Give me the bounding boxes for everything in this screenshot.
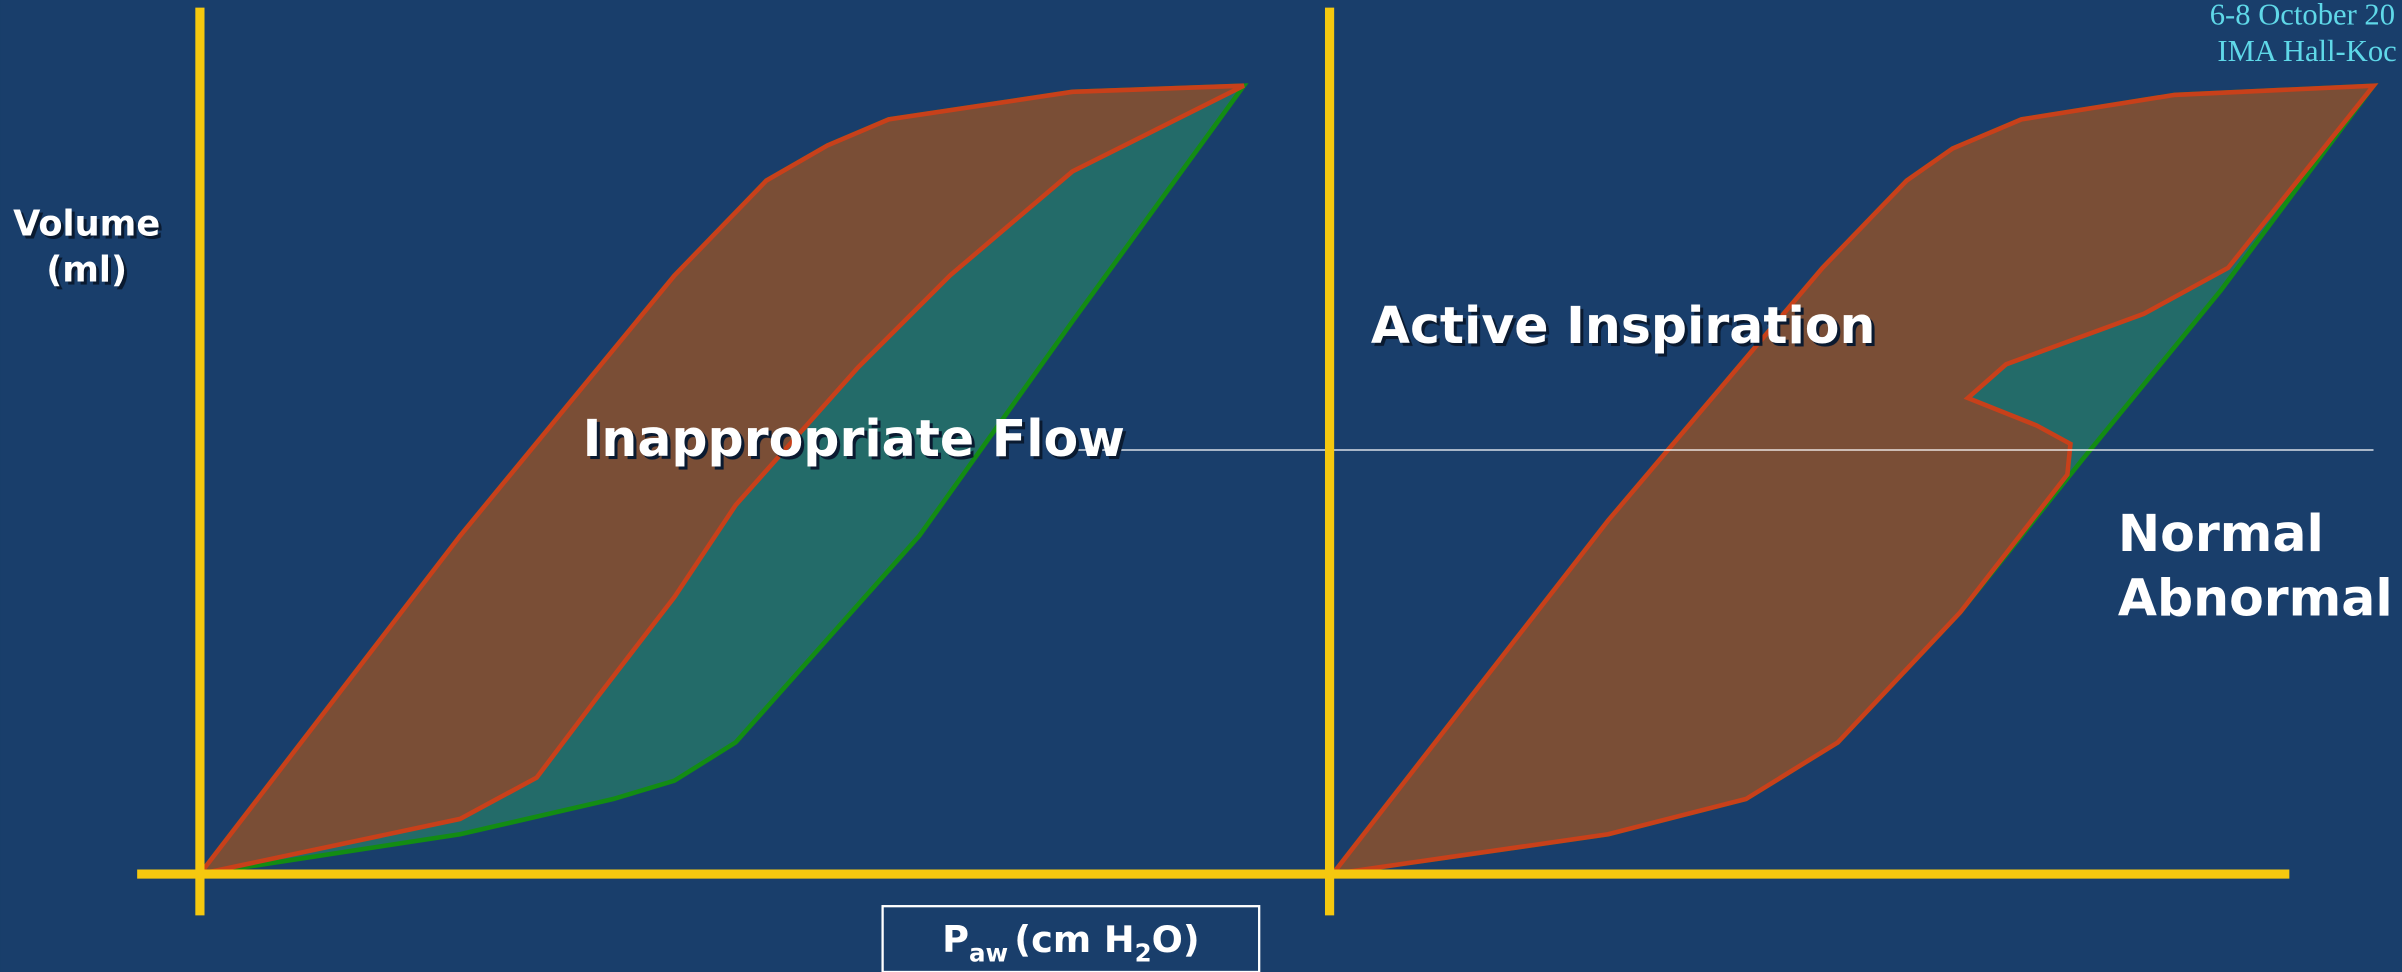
legend-label: Normal bbox=[2118, 504, 2324, 563]
venue: IMA Hall-Koc bbox=[2217, 34, 2396, 68]
legend-label: Abnormal bbox=[2118, 568, 2393, 627]
date: 6-8 October 20 bbox=[2210, 0, 2395, 31]
label-subscript: 2 bbox=[1135, 938, 1152, 967]
label-part: O) bbox=[1152, 918, 1200, 961]
label-subscript: aw bbox=[969, 938, 1008, 967]
x-axis-label: Paw (cm H2O) bbox=[942, 918, 1200, 967]
panel-label: Inappropriate Flow bbox=[583, 409, 1125, 468]
x-axis-label-box bbox=[881, 905, 1261, 972]
label-part: P bbox=[942, 918, 969, 961]
y-axis-label: (ml) bbox=[46, 250, 127, 291]
panel-label: Active Inspiration bbox=[1371, 296, 1876, 355]
y-axis-label: Volume bbox=[13, 204, 160, 245]
abnormal-loop bbox=[194, 83, 1245, 878]
label-part: (cm H bbox=[1014, 918, 1134, 961]
abnormal-loop bbox=[1327, 83, 2379, 878]
